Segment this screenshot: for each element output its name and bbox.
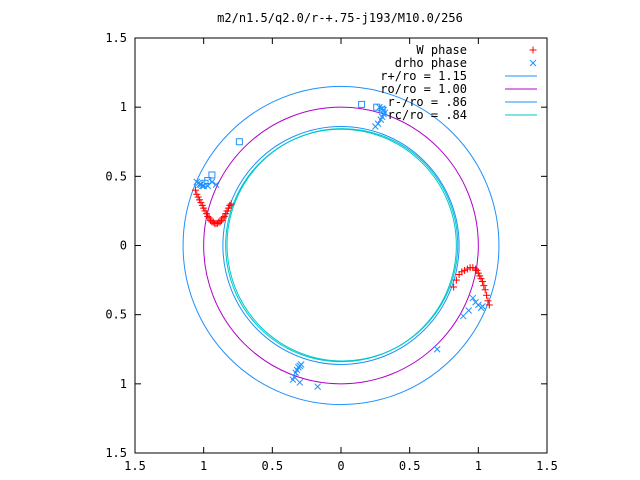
axis-ticks: 1.5 1 0.5 0 0.5 1 1.51.510.500.511.5 [105, 31, 558, 473]
w-phase-point [480, 282, 488, 290]
drho-phase-point [290, 373, 298, 381]
w-phase-point [191, 186, 199, 194]
data-points [191, 100, 493, 390]
drho-phase-square-point [378, 106, 386, 114]
reference-circles [182, 85, 500, 406]
drho-phase-square-point [358, 100, 366, 108]
drho-phase-point [433, 345, 441, 353]
circle-series [222, 126, 460, 365]
w-phase-point [204, 212, 212, 220]
drho-phase-square-point [235, 138, 243, 146]
x-tick-label: 1 [200, 459, 207, 473]
legend-circle-1-label: ro/ro = 1.00 [380, 82, 467, 96]
x-tick-label: 0 [337, 459, 344, 473]
y-tick-label: 1.5 [105, 31, 127, 45]
plot-frame [134, 37, 548, 454]
circle-series [182, 85, 500, 406]
y-tick-label: 0.5 [105, 308, 127, 322]
w-phase-point [478, 277, 486, 285]
w-phase-point [485, 301, 493, 309]
y-tick-label: 0.5 [105, 169, 127, 183]
y-tick-label: 1 [120, 100, 127, 114]
w-phase-point [216, 218, 224, 226]
w-phase-point [227, 200, 235, 208]
circle-series [203, 106, 479, 385]
drho-phase-point [212, 181, 220, 188]
drho-phase-point [374, 120, 382, 128]
legend-circle-3-label: rc/ro = .84 [388, 108, 467, 122]
drho-phase-point [469, 294, 477, 302]
drho-phase-point [465, 307, 473, 314]
legend-w-phase-marker [529, 46, 537, 54]
legend-drho-phase-marker [529, 59, 537, 67]
y-tick-label: 1 [120, 377, 127, 391]
drho-phase-point [479, 303, 486, 310]
y-tick-label: 1.5 [105, 446, 127, 460]
x-tick-label: 1.5 [536, 459, 558, 473]
drho-phase-square-point [201, 179, 209, 187]
chart-title: m2/n1.5/q2.0/r-+.75-j193/M10.0/256 [217, 11, 463, 25]
legend-drho-phase-label: drho phase [395, 56, 467, 70]
w-phase-point [452, 276, 460, 284]
legend-w-phase-label: W phase [416, 43, 467, 57]
w-phase-point [472, 265, 480, 273]
drho-phase-point [297, 361, 305, 368]
w-phase-point [219, 214, 227, 222]
w-phase-point [481, 286, 489, 294]
drho-phase-point [459, 312, 467, 320]
circle-series-offset [226, 128, 459, 362]
w-phase-point [450, 283, 458, 291]
x-tick-label: 0.5 [399, 459, 421, 473]
circle-series [225, 128, 457, 363]
w-phase-point [226, 201, 234, 209]
x-tick-label: 1 [475, 459, 482, 473]
drho-phase-point [296, 379, 304, 386]
drho-phase-square-point [208, 171, 216, 179]
drho-phase-point [314, 383, 322, 390]
x-tick-label: 1.5 [124, 459, 146, 473]
legend-circle-2-label: r-/ro = .86 [388, 95, 467, 109]
x-tick-label: 0.5 [261, 459, 283, 473]
y-tick-label: 0 [120, 239, 127, 253]
w-phase-point [483, 291, 491, 299]
legend-circle-0-label: r+/ro = 1.15 [380, 69, 467, 83]
w-phase-point [484, 297, 492, 305]
